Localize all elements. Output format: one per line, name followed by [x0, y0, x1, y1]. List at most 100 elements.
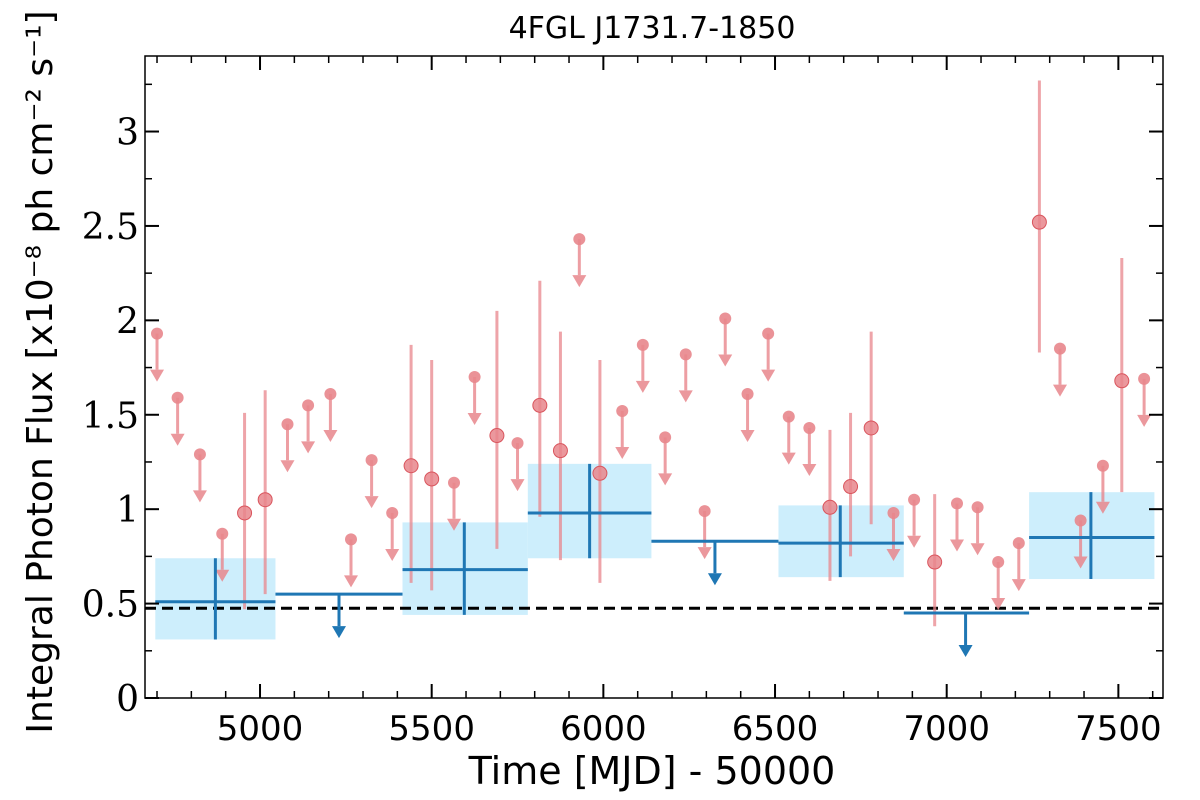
plot-content [145, 80, 1163, 658]
chart-title: 4FGL J1731.7-1850 [509, 11, 796, 46]
y-axis-label: Integral Photon Flux [x10⁻⁸ ph cm⁻² s⁻¹] [20, 10, 61, 733]
x-tick-label: 5000 [217, 709, 304, 749]
x-axis-label: Time [MJD] - 50000 [468, 749, 836, 793]
short-bin-upper-limit-point [679, 348, 692, 361]
short-bin-upper-limit-point [659, 431, 672, 444]
short-bin-point [927, 554, 943, 570]
short-bin-point [863, 420, 879, 436]
y-tick-label: 0 [116, 679, 139, 720]
short-bin-upper-limit-arrowhead [1137, 414, 1152, 427]
short-bin-upper-limit-arrowhead [718, 354, 733, 367]
short-bin-upper-limit-point [511, 437, 524, 450]
short-bin-upper-limit-point [216, 527, 229, 540]
x-tick-label: 7500 [1075, 709, 1162, 749]
short-bin-upper-limit-point [1012, 537, 1025, 550]
short-bin-upper-limit-point [616, 404, 629, 417]
y-tick-label: 1.5 [82, 396, 139, 437]
short-bin-point [237, 505, 253, 521]
short-bin-upper-limit-point [324, 387, 337, 400]
short-bin-upper-limit-arrowhead [970, 543, 985, 556]
short-bin-upper-limit-point [1138, 372, 1151, 385]
short-bin-upper-limit-arrowhead [991, 598, 1006, 611]
short-bin-upper-limit-arrowhead [781, 452, 796, 465]
short-bin-upper-limit-arrowhead [364, 496, 379, 509]
y-tick-label: 3 [116, 113, 139, 154]
short-bin-point [403, 458, 419, 474]
short-bin-upper-limit-arrowhead [740, 429, 755, 442]
short-bin-upper-limit-arrowhead [697, 547, 712, 560]
short-bin-point [424, 471, 440, 487]
short-bin-upper-limit-point [971, 501, 984, 514]
y-tick-label: 2.5 [82, 207, 139, 248]
short-bin-upper-limit-point [193, 448, 206, 461]
short-bin-upper-limit-arrowhead [323, 429, 338, 442]
short-bin-point [592, 465, 608, 481]
y-tick-label: 0.5 [82, 585, 139, 626]
short-bin-upper-limit-point [365, 454, 378, 467]
axes-frame [144, 55, 1164, 699]
long-bin-upper-limit-arrowhead [958, 645, 973, 658]
short-bin-upper-limit-arrowhead [150, 369, 165, 382]
long-bin-upper-limit-arrowhead [707, 573, 722, 586]
short-bin-point [1114, 373, 1130, 389]
short-bin-upper-limit-arrowhead [301, 441, 316, 454]
short-bin-upper-limit-point [386, 506, 399, 519]
short-bin-upper-limit-point [151, 327, 164, 340]
short-bin-upper-limit-arrowhead [802, 463, 817, 476]
short-bin-upper-limit-point [636, 338, 649, 351]
short-bin-point [552, 443, 568, 459]
short-bin-upper-limit-point [698, 505, 711, 518]
short-bin-upper-limit-point [345, 533, 358, 546]
short-bin-upper-limit-arrowhead [1073, 556, 1088, 569]
short-bin-upper-limit-point [171, 391, 184, 404]
short-bin-upper-limit-point [908, 493, 921, 506]
short-bin-upper-limit-point [573, 233, 586, 246]
plot-frame [144, 55, 1164, 699]
long-bin-upper-limit-arrowhead [331, 626, 346, 639]
short-bin-upper-limit-arrowhead [510, 479, 525, 492]
short-bin-upper-limit-point [1053, 342, 1066, 355]
short-bin-upper-limit-arrowhead [658, 473, 673, 486]
short-bin-upper-limit-point [468, 371, 481, 383]
short-bin-upper-limit-arrowhead [615, 446, 630, 459]
short-bin-point [843, 479, 859, 495]
short-bin-upper-limit-arrowhead [1052, 384, 1067, 397]
tick-marks [145, 56, 1163, 699]
short-bin-upper-limit-point [1074, 514, 1087, 527]
short-bin-upper-limit-point [803, 421, 816, 434]
x-tick-label: 6000 [560, 709, 647, 749]
short-bin-point [822, 499, 838, 515]
short-bin-upper-limit-arrowhead [678, 390, 693, 403]
short-bin-upper-limit-point [302, 399, 315, 412]
short-bin-upper-limit-arrowhead [192, 490, 207, 503]
short-bin-upper-limit-point [762, 327, 775, 340]
short-bin-upper-limit-arrowhead [280, 460, 295, 473]
x-tick-label: 6500 [732, 709, 819, 749]
short-bin-upper-limit-arrowhead [467, 413, 482, 425]
short-bin-upper-limit-point [950, 497, 963, 510]
short-bin-upper-limit-arrowhead [572, 275, 587, 288]
short-bin-point [1031, 214, 1047, 230]
short-bin-point [489, 428, 505, 444]
tick-labels: 5000 5500 6000 6500 7000 7500 0 0.5 1 1.5 2 2.5 3 [82, 113, 1162, 749]
short-bin-upper-limit-arrowhead [170, 433, 185, 446]
short-bin-upper-limit-arrowhead [907, 535, 922, 548]
short-bin-upper-limit-point [992, 556, 1005, 569]
short-bin-upper-limit-point [719, 312, 732, 325]
short-bin-upper-limit-arrowhead [949, 539, 964, 552]
short-bin-upper-limit-arrowhead [761, 369, 776, 382]
short-bin-upper-limit-point [741, 387, 754, 400]
short-bin-point [532, 397, 548, 413]
short-bin-upper-limit-arrowhead [886, 548, 901, 561]
short-bin-upper-limit-arrowhead [344, 575, 359, 588]
y-tick-label: 1 [116, 490, 139, 531]
short-bin-upper-limit-point [448, 476, 461, 489]
x-tick-label: 5500 [388, 709, 475, 749]
short-bin-upper-limit-arrowhead [635, 380, 650, 393]
x-tick-label: 7000 [903, 709, 990, 749]
short-bin-upper-limit-arrowhead [385, 548, 400, 561]
short-bin-upper-limit-arrowhead [1011, 579, 1026, 592]
short-bin-upper-limit-arrowhead [215, 569, 230, 582]
short-bin-upper-limit-point [887, 506, 900, 519]
